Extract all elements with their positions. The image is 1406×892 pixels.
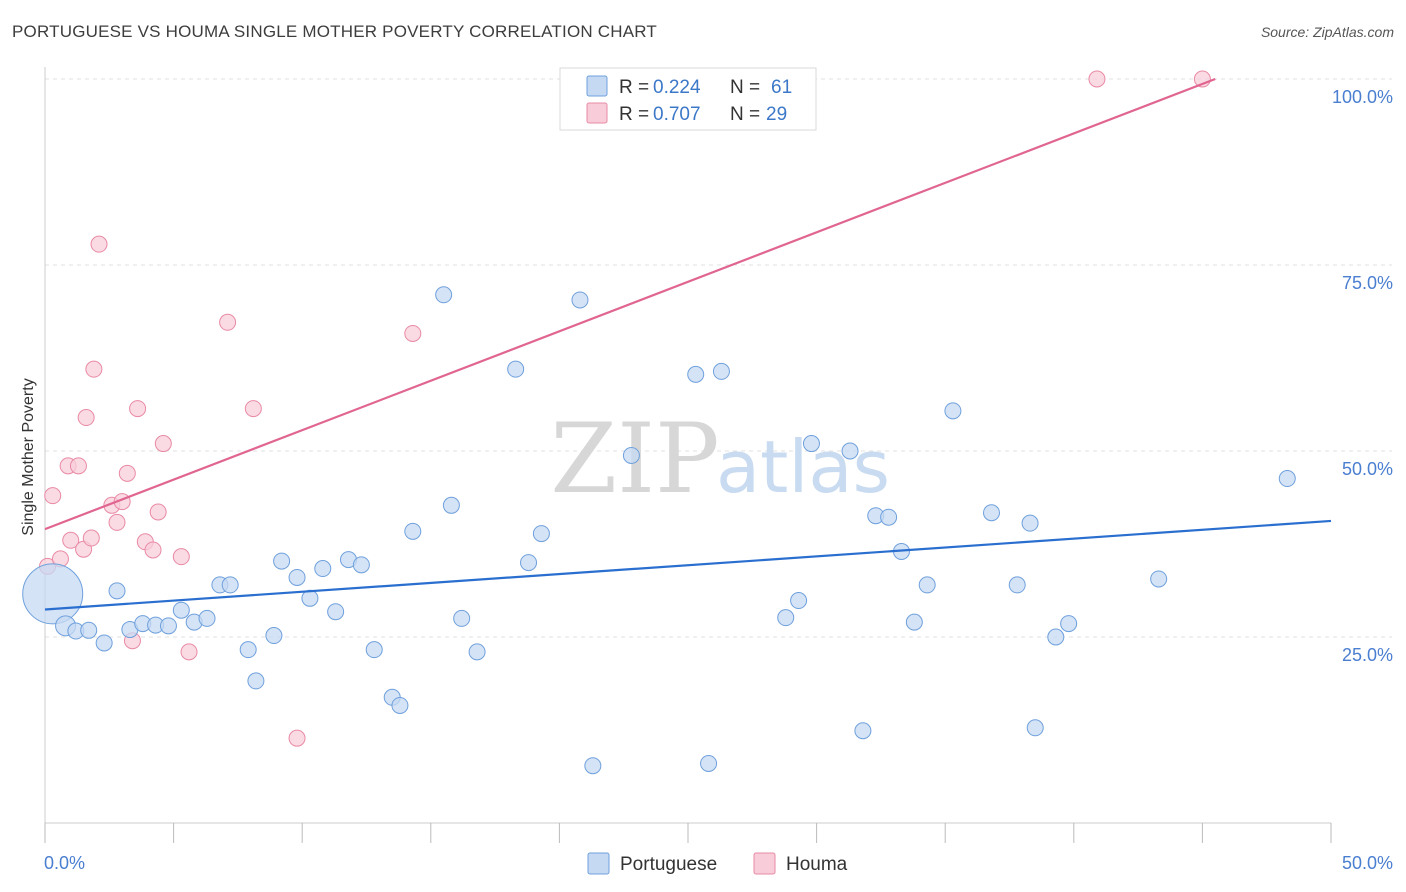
- portuguese-point: [532, 525, 550, 543]
- bottom-legend-label-portuguese: Portuguese: [620, 854, 717, 875]
- houma-point: [118, 464, 136, 482]
- portuguese-point: [435, 286, 453, 304]
- portuguese-point: [273, 552, 291, 570]
- portuguese-point: [468, 643, 486, 661]
- portuguese-trendline: [44, 519, 1332, 611]
- portuguese-point: [790, 592, 808, 610]
- portuguese-point: [982, 504, 1000, 522]
- stats-legend: R = 0.224 N = 61 R = 0.707 N = 29: [559, 67, 817, 131]
- houma-point: [180, 643, 198, 661]
- portuguese-point: [453, 609, 471, 627]
- houma-point: [77, 409, 95, 427]
- portuguese-point: [712, 362, 730, 380]
- houma-point: [129, 400, 147, 418]
- portuguese-point: [880, 508, 898, 526]
- portuguese-point: [622, 446, 640, 464]
- houma-point: [1088, 70, 1106, 88]
- portuguese-point: [905, 613, 923, 631]
- portuguese-point: [854, 722, 872, 740]
- portuguese-point: [327, 603, 345, 621]
- watermark-atlas: atlas: [716, 425, 890, 509]
- legend-n-label-portuguese: N =: [730, 77, 760, 98]
- portuguese-point: [314, 560, 332, 578]
- portuguese-point: [802, 435, 820, 453]
- y-tick-label: 75.0%: [1342, 273, 1393, 293]
- y-tick-label: 50.0%: [1342, 459, 1393, 479]
- y-tick-label: 100.0%: [1332, 87, 1393, 107]
- portuguese-point: [687, 365, 705, 383]
- houma-point: [172, 548, 190, 566]
- houma-point: [144, 541, 162, 559]
- legend-swatch-houma: [586, 102, 608, 124]
- portuguese-point: [442, 496, 460, 514]
- portuguese-point: [841, 442, 859, 460]
- portuguese-point: [221, 576, 239, 594]
- portuguese-point: [22, 563, 84, 625]
- y-tick-label: 25.0%: [1342, 645, 1393, 665]
- legend-n-value-houma: 29: [766, 104, 787, 125]
- portuguese-point: [944, 402, 962, 420]
- houma-point: [82, 529, 100, 547]
- houma-point: [69, 457, 87, 475]
- legend-r-value-portuguese: 0.224: [653, 77, 701, 98]
- portuguese-point: [1060, 615, 1078, 633]
- bottom-legend-swatch-portuguese: [587, 852, 610, 875]
- portuguese-point: [1047, 628, 1065, 646]
- x-tick-label: 0.0%: [44, 853, 85, 873]
- x-tick-label: 50.0%: [1342, 853, 1393, 873]
- legend-r-value-houma: 0.707: [653, 104, 701, 125]
- series-legend: Portuguese Houma: [587, 852, 848, 875]
- portuguese-point: [700, 754, 718, 772]
- portuguese-point: [80, 621, 98, 639]
- legend-n-value-portuguese: 61: [771, 77, 792, 98]
- houma-point: [404, 324, 422, 342]
- legend-r-label-houma: R =: [619, 104, 649, 125]
- houma-point: [244, 400, 262, 418]
- portuguese-point: [352, 556, 370, 574]
- portuguese-point: [1278, 470, 1296, 488]
- portuguese-point: [288, 568, 306, 586]
- portuguese-point: [172, 601, 190, 619]
- houma-trendline: [44, 77, 1216, 531]
- houma-point: [85, 360, 103, 378]
- portuguese-point: [520, 554, 538, 572]
- source-credit: Source: ZipAtlas.com: [1260, 24, 1394, 40]
- bottom-legend-label-houma: Houma: [786, 854, 848, 875]
- portuguese-point: [404, 522, 422, 540]
- portuguese-point: [391, 696, 409, 714]
- houma-point: [149, 503, 167, 521]
- legend-n-label-houma: N =: [730, 104, 760, 125]
- houma-point: [154, 435, 172, 453]
- legend-swatch-portuguese: [586, 75, 608, 97]
- portuguese-point: [918, 576, 936, 594]
- houma-point: [90, 235, 108, 253]
- portuguese-point: [1026, 719, 1044, 737]
- houma-point: [62, 531, 80, 549]
- portuguese-point: [198, 609, 216, 627]
- houma-point: [288, 729, 306, 747]
- houma-point: [44, 487, 62, 505]
- portuguese-point: [159, 617, 177, 635]
- portuguese-point: [1008, 576, 1026, 594]
- portuguese-point: [571, 291, 589, 309]
- houma-point: [108, 513, 126, 531]
- portuguese-point: [108, 582, 126, 600]
- portuguese-point: [365, 641, 383, 659]
- legend-r-label-portuguese: R =: [619, 77, 649, 98]
- y-axis-label: Single Mother Poverty: [20, 378, 37, 535]
- portuguese-point: [265, 627, 283, 645]
- portuguese-point: [1150, 570, 1168, 588]
- bottom-legend-swatch-houma: [753, 852, 776, 875]
- houma-point: [219, 313, 237, 331]
- portuguese-point: [1021, 514, 1039, 532]
- chart-title: PORTUGUESE VS HOUMA SINGLE MOTHER POVERT…: [12, 22, 658, 41]
- portuguese-point: [777, 609, 795, 627]
- portuguese-point: [247, 672, 265, 690]
- portuguese-point: [584, 757, 602, 775]
- portuguese-point: [95, 634, 113, 652]
- portuguese-point: [239, 641, 257, 659]
- portuguese-point: [507, 360, 525, 378]
- watermark: ZIP atlas: [550, 403, 890, 515]
